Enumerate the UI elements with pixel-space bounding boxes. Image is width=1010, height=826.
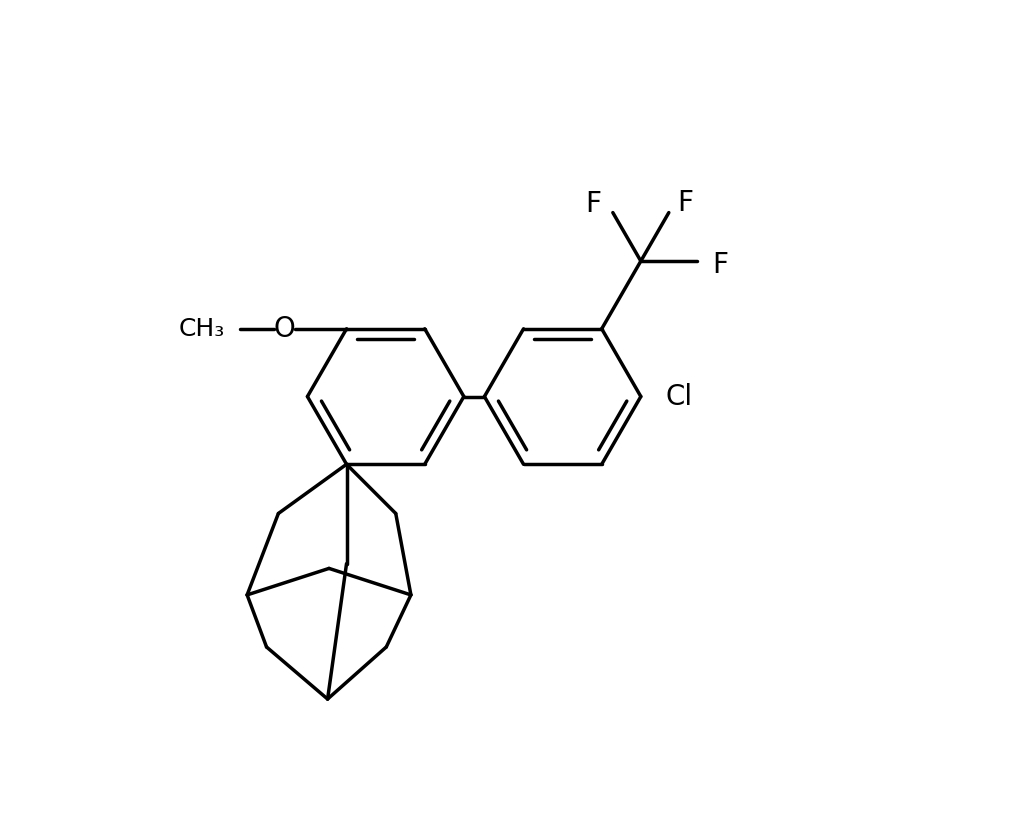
Text: F: F [678,188,693,216]
Text: O: O [274,315,296,343]
Text: Cl: Cl [666,382,693,411]
Text: F: F [712,251,728,279]
Text: CH₃: CH₃ [179,317,224,341]
Text: F: F [585,190,601,218]
